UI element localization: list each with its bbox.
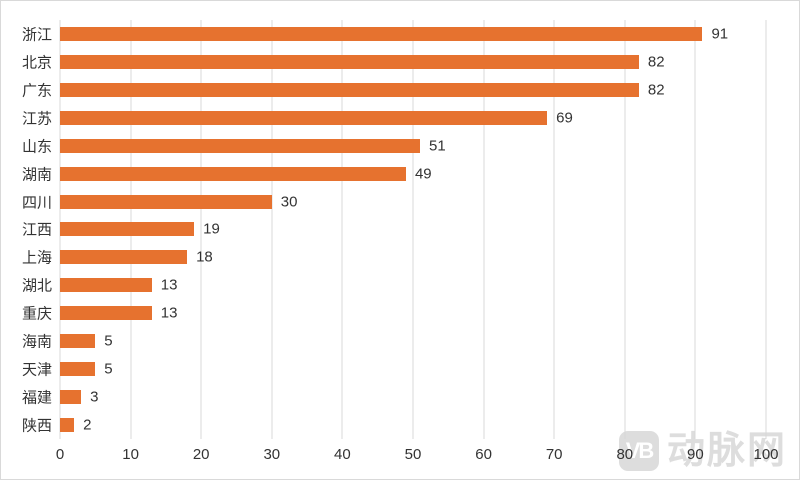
category-label: 上海 (21, 249, 52, 267)
value-label: 69 (556, 109, 573, 127)
gridline (483, 20, 485, 439)
bar (60, 362, 96, 377)
category-label: 海南 (21, 333, 52, 351)
bar-row: 江苏 69 (22, 104, 766, 132)
value-label: 30 (280, 193, 298, 211)
x-axis-tick-label: 20 (192, 446, 210, 463)
bar-row: 北京 82 (22, 48, 766, 76)
bar-row: 广东 82 (22, 76, 766, 104)
category-label: 重庆 (21, 305, 52, 323)
gridline (200, 20, 202, 439)
bar-row: 湖南 49 (22, 160, 766, 188)
value-label: 18 (196, 248, 213, 266)
category-label: 江西 (21, 221, 52, 239)
gridline (341, 20, 343, 439)
bar-row: 上海 18 (22, 243, 766, 271)
category-label: 四川 (21, 194, 52, 212)
value-label: 51 (429, 137, 446, 155)
bar (60, 110, 548, 125)
vb-logo-icon: VB (618, 431, 659, 471)
bar (60, 306, 152, 321)
x-axis-tick-label: 10 (122, 446, 139, 463)
value-label: 91 (711, 25, 729, 43)
x-axis-tick-label: 80 (616, 446, 634, 463)
category-label: 湖南 (21, 166, 52, 184)
x-axis-tick-label: 30 (263, 446, 281, 463)
category-label: 天津 (21, 361, 52, 379)
value-label: 82 (647, 53, 665, 71)
category-label: 北京 (21, 54, 52, 72)
gridline (765, 20, 767, 439)
value-label: 5 (104, 360, 113, 378)
bar-row: 重庆 13 (22, 299, 766, 327)
bar (60, 390, 82, 405)
x-axis-tick-label: 40 (334, 446, 351, 463)
x-axis-tick-label: 60 (475, 446, 492, 463)
watermark-brand-text: 动脉网 (666, 430, 787, 472)
bar (60, 278, 152, 293)
bar (60, 26, 703, 41)
category-label: 福建 (21, 389, 52, 407)
value-label: 82 (647, 81, 665, 99)
bar-row: 海南 5 (22, 327, 766, 355)
bar (60, 138, 421, 153)
bar (60, 334, 96, 349)
bar-row: 浙江 91 (22, 20, 766, 48)
value-label: 5 (104, 332, 113, 350)
bar-row: 山东 51 (22, 132, 766, 160)
category-label: 江苏 (21, 110, 52, 128)
value-label: 13 (160, 304, 178, 322)
value-label: 49 (414, 165, 432, 183)
gridline (694, 20, 696, 439)
x-axis-tick-label: 50 (404, 446, 422, 463)
gridline (553, 20, 555, 439)
bar-row: 湖北 13 (22, 271, 766, 299)
x-axis-tick-label: 0 (55, 446, 65, 463)
bar-row: 陕西 2 (22, 411, 766, 439)
bar (60, 194, 272, 209)
bar (60, 82, 639, 97)
x-axis-tick-label: 90 (687, 446, 704, 463)
category-label: 山东 (21, 138, 52, 156)
category-label: 湖北 (21, 277, 52, 295)
category-label: 广东 (21, 82, 52, 100)
bar (60, 250, 188, 265)
bar-row: 天津 5 (22, 355, 766, 383)
bar-row: 福建 3 (22, 383, 766, 411)
value-label: 2 (83, 416, 92, 434)
plot-area: 0 10 20 30 40 50 60 70 80 90 100 浙江 91 北京 82 广东 82 江苏 69 山东… (22, 20, 779, 463)
gridline (624, 20, 626, 439)
value-label: 13 (160, 276, 178, 294)
x-axis-tick-label: 70 (545, 446, 563, 463)
category-label: 陕西 (21, 417, 52, 435)
bar (60, 418, 75, 433)
bar (60, 54, 639, 69)
gridline (412, 20, 414, 439)
bar-row: 江西 19 (22, 216, 766, 244)
x-axis-tick-label: 100 (753, 446, 779, 463)
bar-row: 四川 30 (22, 188, 766, 216)
value-label: 19 (203, 220, 220, 238)
value-label: 3 (90, 388, 99, 406)
bar (60, 166, 406, 181)
bar (60, 222, 195, 237)
gridline (271, 20, 273, 439)
watermark: VB 动脉网 (618, 430, 787, 472)
category-label: 浙江 (21, 26, 52, 44)
